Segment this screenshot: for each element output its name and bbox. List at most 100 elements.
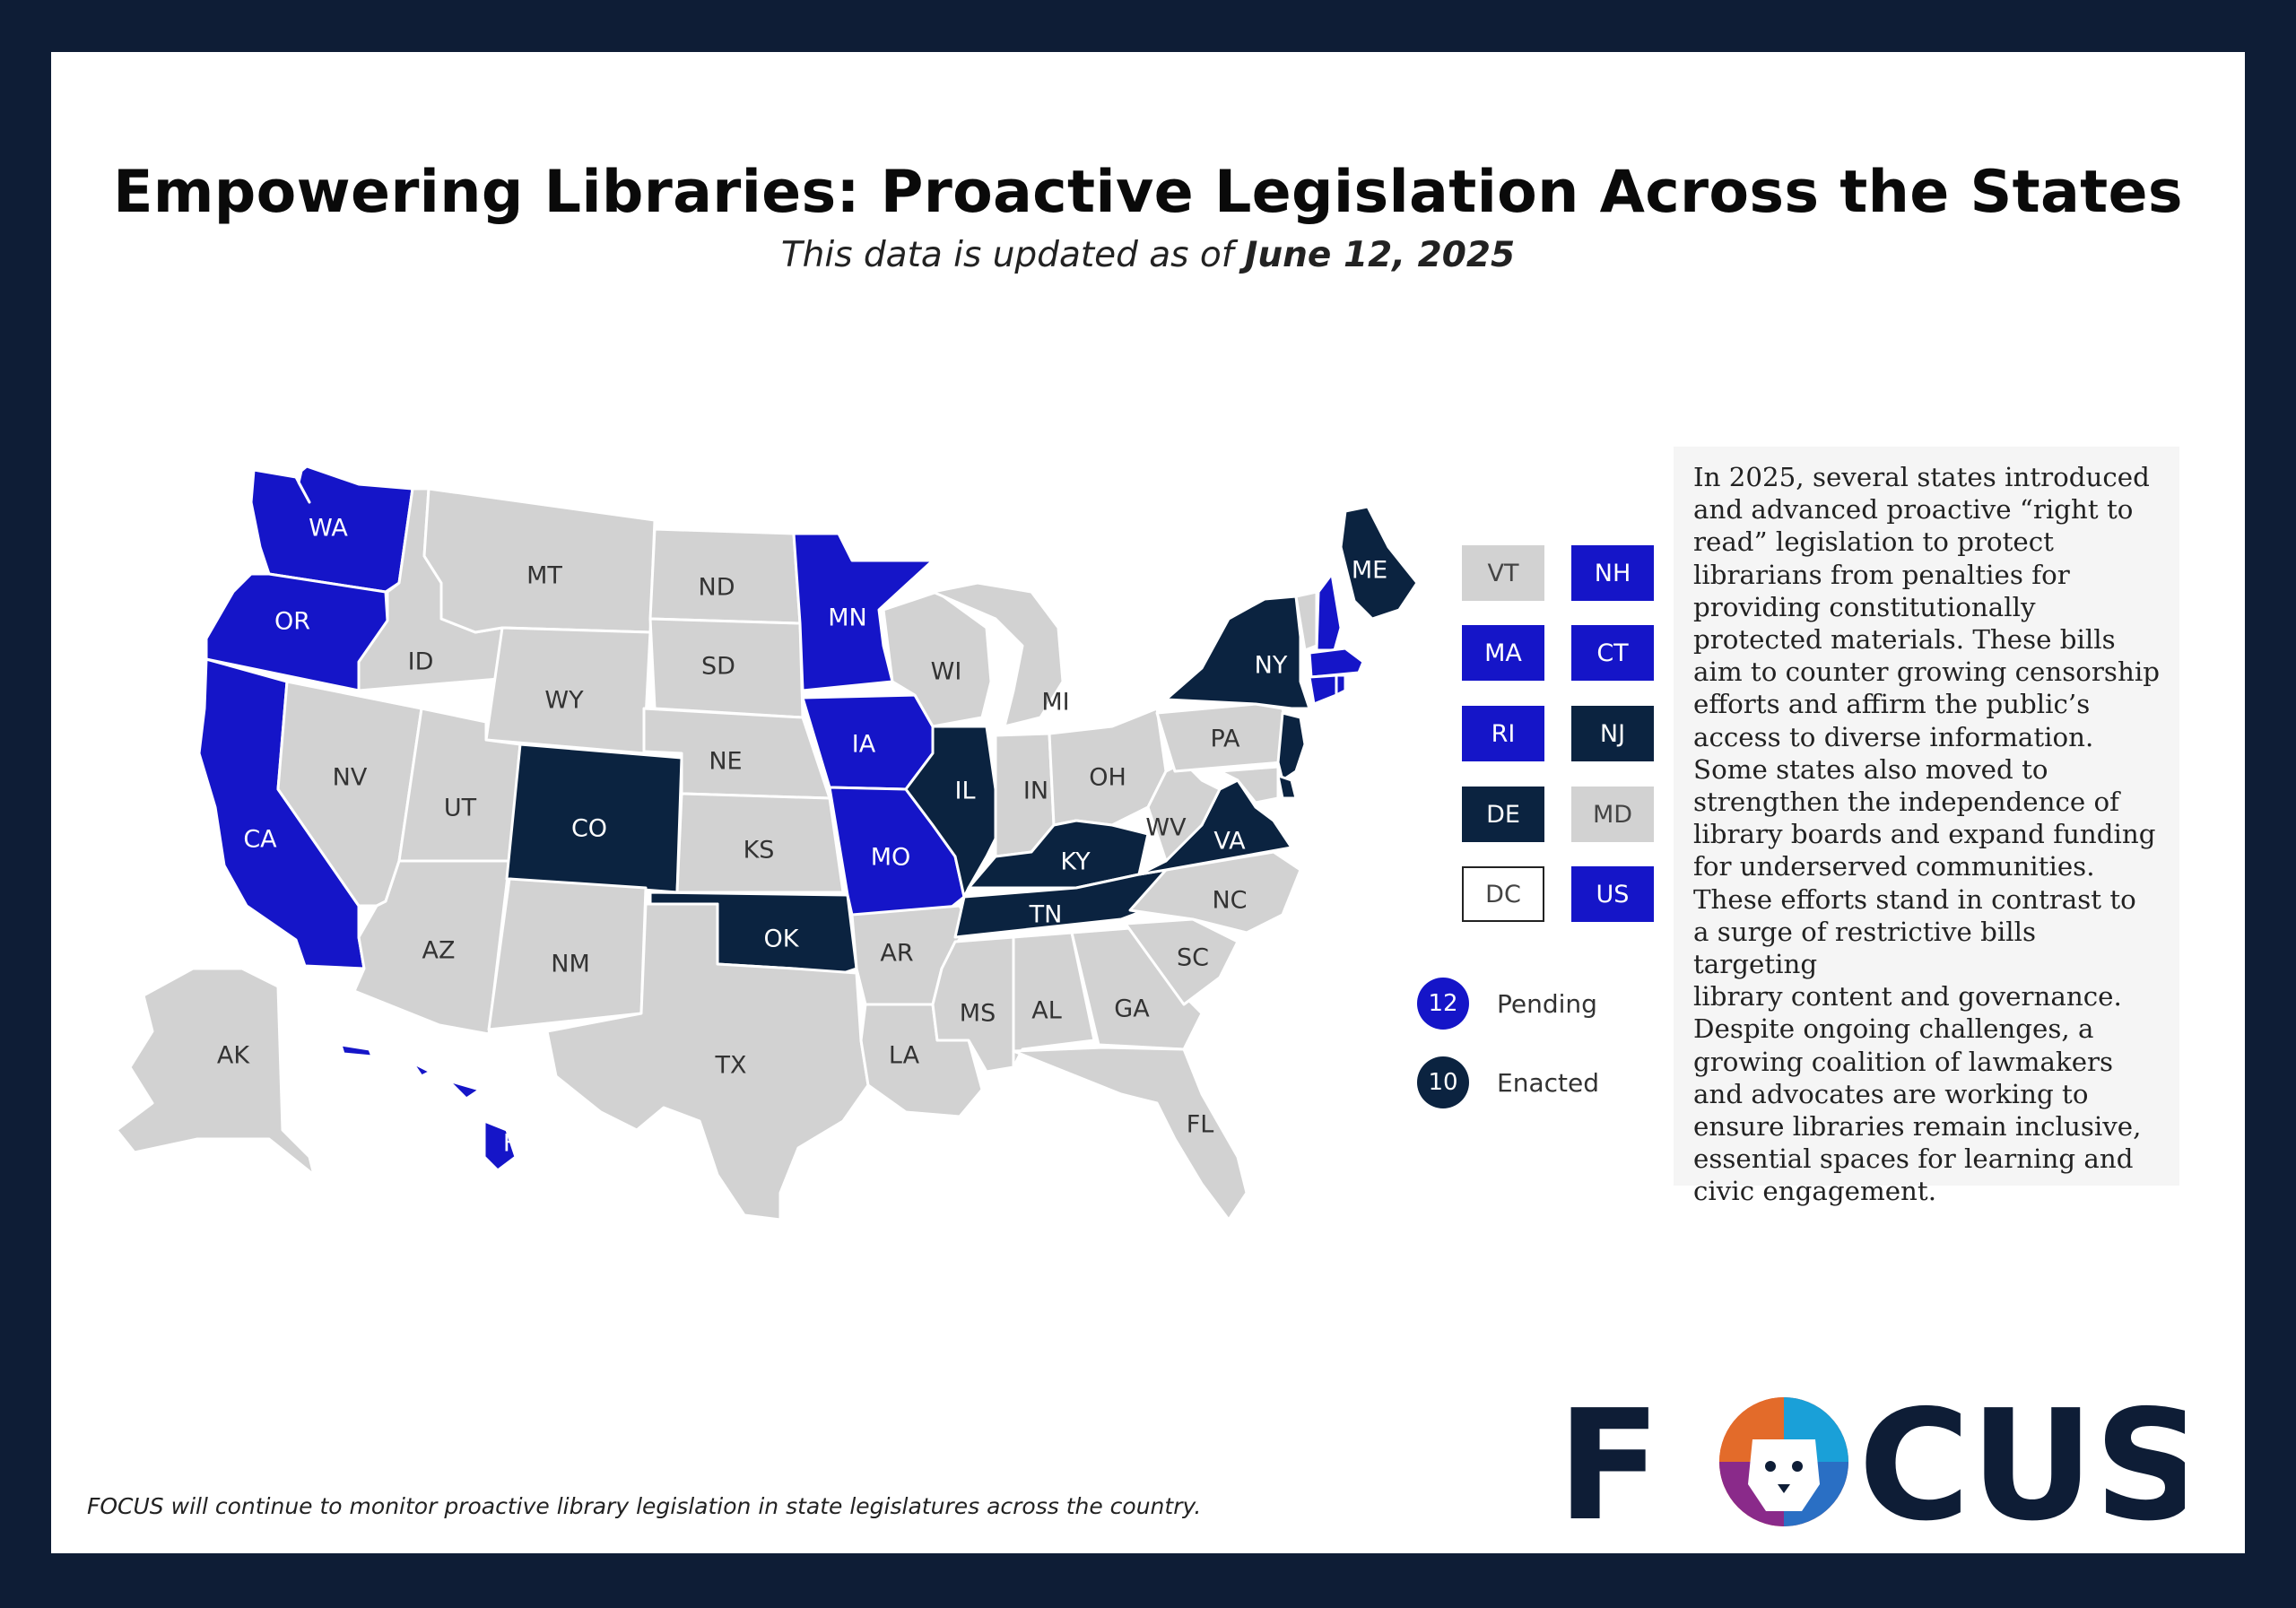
state-label-IL: IL bbox=[954, 778, 975, 805]
small-state-box-DC: DC bbox=[1462, 866, 1544, 922]
legend-enacted-label: Enacted bbox=[1497, 1067, 1599, 1098]
state-label-OH: OH bbox=[1089, 764, 1126, 792]
state-MT bbox=[422, 487, 657, 634]
state-label-PA: PA bbox=[1210, 726, 1240, 753]
state-label-CO: CO bbox=[571, 815, 607, 843]
state-label-SD: SD bbox=[701, 653, 735, 681]
description-line: efforts and affirm the public’s bbox=[1693, 689, 2091, 720]
state-label-MS: MS bbox=[960, 1000, 996, 1028]
small-state-box-US: US bbox=[1571, 866, 1654, 922]
description-line: librarians from penalties for bbox=[1693, 559, 2070, 590]
state-label-WA: WA bbox=[309, 515, 348, 543]
state-HI-islands-3 bbox=[447, 1079, 482, 1100]
description-line: strengthen the independence of bbox=[1693, 787, 2120, 818]
state-label-SC: SC bbox=[1177, 944, 1209, 972]
state-FL bbox=[1012, 1046, 1248, 1221]
state-NH bbox=[1315, 572, 1343, 652]
state-WV bbox=[1146, 761, 1222, 863]
description-line: library content and governance. bbox=[1693, 981, 2122, 1013]
lion-icon bbox=[1719, 1397, 1848, 1526]
state-CT bbox=[1308, 674, 1338, 706]
state-label-HI: HI bbox=[503, 1130, 528, 1158]
state-DE bbox=[1276, 774, 1298, 800]
state-NY bbox=[1164, 595, 1311, 710]
logo-letter-f: F bbox=[1557, 1378, 1661, 1545]
state-WA bbox=[249, 465, 414, 594]
state-label-WY: WY bbox=[544, 687, 584, 715]
description-line: aim to counter growing censorship bbox=[1693, 656, 2160, 688]
state-HI-islands bbox=[339, 1043, 374, 1058]
state-label-ND: ND bbox=[699, 574, 735, 602]
state-label-IA: IA bbox=[852, 731, 876, 759]
description-line: providing constitutionally bbox=[1693, 591, 2036, 622]
state-label-CA: CA bbox=[243, 826, 277, 854]
state-label-AZ: AZ bbox=[422, 937, 456, 965]
description-line: and advanced proactive “right to bbox=[1693, 494, 2134, 526]
state-label-NV: NV bbox=[333, 764, 368, 792]
description-line: essential spaces for learning and bbox=[1693, 1143, 2134, 1175]
logo-letters-cus: CUS bbox=[1858, 1378, 2185, 1545]
state-label-KS: KS bbox=[744, 837, 775, 865]
description-line: protected materials. These bills bbox=[1693, 624, 2116, 656]
state-label-GA: GA bbox=[1114, 995, 1150, 1023]
state-NJ bbox=[1276, 711, 1307, 782]
page-title: Empowering Libraries: Proactive Legislat… bbox=[113, 159, 2183, 226]
small-state-box-NH: NH bbox=[1571, 545, 1654, 601]
description-line: Despite ongoing challenges, a bbox=[1693, 1013, 2094, 1045]
state-label-WI: WI bbox=[931, 658, 962, 686]
state-label-AR: AR bbox=[880, 940, 913, 968]
small-state-box-MA: MA bbox=[1462, 625, 1544, 681]
footer-note: FOCUS will continue to monitor proactive… bbox=[87, 1493, 1202, 1519]
legend-pending-label: Pending bbox=[1497, 988, 1597, 1019]
state-label-AL: AL bbox=[1031, 997, 1062, 1025]
state-HI bbox=[483, 1119, 517, 1172]
description-line: library boards and expand funding bbox=[1693, 819, 2156, 850]
update-date: June 12, 2025 bbox=[1244, 235, 1516, 275]
state-label-TN: TN bbox=[1029, 901, 1063, 929]
description-line: These efforts stand in contrast to bbox=[1693, 883, 2136, 915]
state-SC bbox=[1124, 917, 1239, 1006]
small-state-box-RI: RI bbox=[1462, 706, 1544, 761]
state-label-MO: MO bbox=[871, 844, 911, 872]
state-KS bbox=[675, 792, 845, 894]
description-line: In 2025, several states introduced bbox=[1693, 462, 2150, 492]
state-MA bbox=[1308, 647, 1365, 679]
state-label-WV: WV bbox=[1145, 814, 1187, 842]
state-label-MN: MN bbox=[828, 604, 867, 632]
small-state-box-MD: MD bbox=[1571, 787, 1654, 842]
legend-pending: 12 Pending bbox=[1417, 978, 1597, 1030]
description-line: read” legislation to protect bbox=[1693, 526, 2054, 558]
legend-enacted: 10 Enacted bbox=[1417, 1056, 1599, 1108]
state-AK bbox=[115, 967, 316, 1177]
small-state-box-DE: DE bbox=[1462, 787, 1544, 842]
small-state-box-NJ: NJ bbox=[1571, 706, 1654, 761]
state-label-AK: AK bbox=[217, 1042, 250, 1070]
state-MN bbox=[792, 532, 935, 692]
state-label-FL: FL bbox=[1187, 1111, 1214, 1139]
state-label-TX: TX bbox=[715, 1052, 747, 1080]
subtitle-prefix: This data is updated as of bbox=[780, 235, 1245, 275]
description-line: for underserved communities. bbox=[1693, 851, 2095, 882]
state-label-ME: ME bbox=[1352, 557, 1387, 585]
state-label-VA: VA bbox=[1213, 828, 1246, 856]
description-panel: In 2025, several states introduced and a… bbox=[1674, 447, 2179, 1206]
legend-pending-count: 12 bbox=[1417, 978, 1469, 1030]
focus-logo: F CUS bbox=[1557, 1378, 2185, 1545]
state-RI bbox=[1335, 674, 1347, 697]
state-label-UT: UT bbox=[444, 795, 477, 822]
state-HI-islands-2 bbox=[411, 1061, 432, 1078]
state-label-NC: NC bbox=[1212, 887, 1247, 915]
description-line: and advocates are working to bbox=[1693, 1078, 2089, 1109]
state-label-ID: ID bbox=[408, 648, 434, 676]
description-line: civic engagement. bbox=[1693, 1176, 1937, 1207]
state-label-KY: KY bbox=[1060, 848, 1091, 876]
state-label-IN: IN bbox=[1023, 778, 1048, 805]
state-MI bbox=[931, 581, 1065, 728]
state-label-MT: MT bbox=[526, 562, 562, 590]
state-label-OR: OR bbox=[274, 608, 310, 636]
description-line: access to diverse information. bbox=[1693, 721, 2094, 752]
state-WI bbox=[882, 590, 993, 728]
small-state-box-VT: VT bbox=[1462, 545, 1544, 601]
page-subtitle: This data is updated as of June 12, 2025 bbox=[0, 235, 2296, 275]
